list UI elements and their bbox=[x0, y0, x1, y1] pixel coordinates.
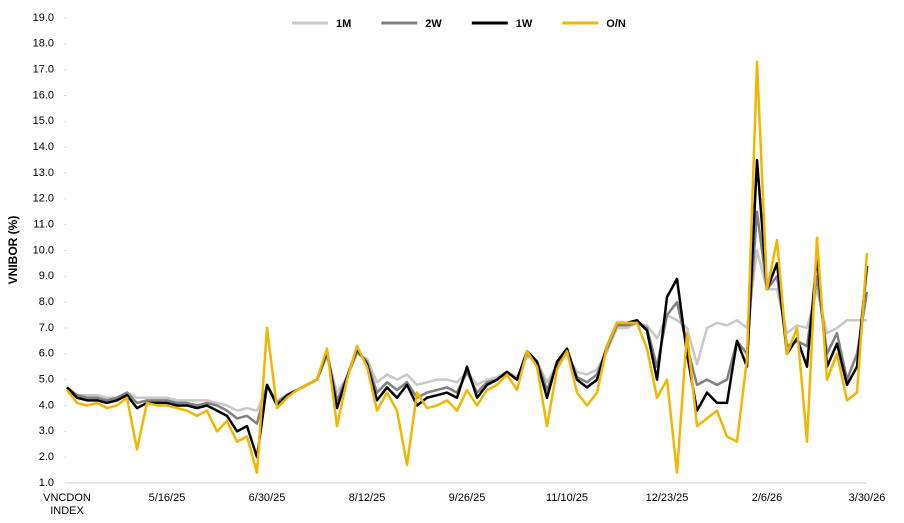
legend-label: 1W bbox=[516, 18, 533, 30]
y-tick-label: 9.0 bbox=[39, 270, 54, 282]
x-tick-label: 11/10/25 bbox=[545, 492, 588, 504]
y-axis-label: VNIBOR (%) bbox=[6, 216, 20, 285]
x-tick-label: 12/23/25 bbox=[645, 492, 689, 504]
x-tick-label: 8/12/25 bbox=[348, 492, 386, 504]
y-tick-label: 6.0 bbox=[39, 348, 54, 360]
legend-label: O/N bbox=[606, 18, 626, 30]
y-tick-label: 5.0 bbox=[39, 374, 54, 386]
x-tick-label: 6/30/25 bbox=[248, 492, 286, 504]
y-tick-label: 4.0 bbox=[39, 399, 54, 411]
y-tick-label: 14.0 bbox=[33, 141, 54, 153]
x-tick-label: 5/16/25 bbox=[148, 492, 186, 504]
y-tick-label: 12.0 bbox=[33, 193, 54, 205]
y-tick-label: 8.0 bbox=[39, 296, 54, 308]
y-tick-label: 11.0 bbox=[33, 219, 54, 231]
y-tick-label: 15.0 bbox=[33, 115, 54, 127]
y-tick-label: 13.0 bbox=[33, 167, 54, 179]
y-tick-label: 16.0 bbox=[33, 89, 54, 101]
y-tick-label: 1.0 bbox=[39, 477, 54, 489]
x-tick-label: 2/6/26 bbox=[751, 492, 783, 504]
legend-label: 1M bbox=[336, 18, 351, 30]
y-tick-label: 19.0 bbox=[33, 12, 54, 24]
y-tick-label: 10.0 bbox=[33, 244, 54, 256]
x-tick-label: 3/30/26 bbox=[848, 492, 886, 504]
y-tick-label: 18.0 bbox=[33, 38, 54, 50]
y-tick-label: 17.0 bbox=[33, 64, 54, 76]
series-line bbox=[66, 158, 869, 459]
x-tick-label: VNCDON INDEX bbox=[43, 492, 91, 517]
y-tick-label: 7.0 bbox=[39, 322, 54, 334]
series-line bbox=[66, 60, 869, 474]
x-tick-label: 9/26/25 bbox=[448, 492, 486, 504]
y-tick-label: 3.0 bbox=[39, 425, 54, 437]
legend-label: 2W bbox=[425, 18, 442, 30]
y-tick-label: 2.0 bbox=[39, 451, 54, 463]
